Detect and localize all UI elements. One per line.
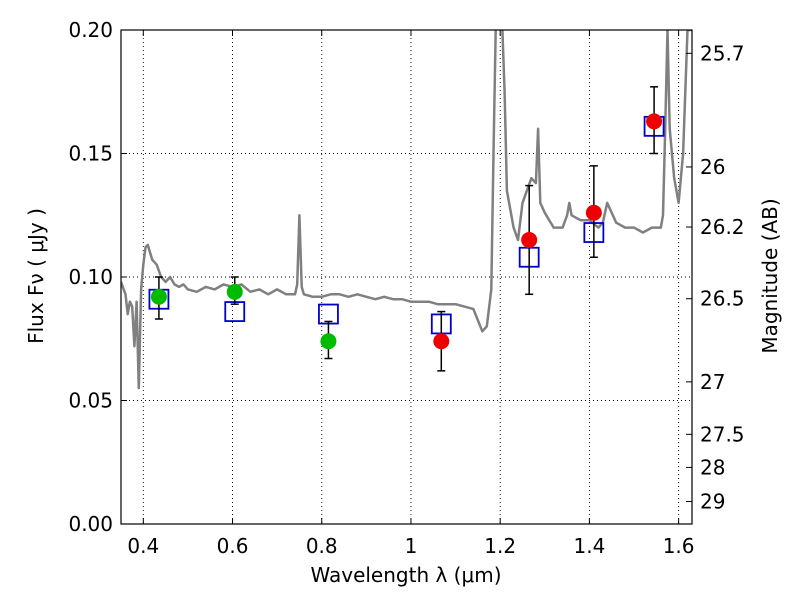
y-axis-label: Flux Fν ( μJy ) — [24, 208, 48, 344]
x-tick-label: 0.4 — [127, 534, 159, 558]
y-tick-label: 0.05 — [68, 389, 113, 413]
mag-tick-label: 26.5 — [700, 287, 745, 311]
mag-tick-label: 26 — [700, 155, 725, 179]
x-tick-label: 1.2 — [484, 534, 516, 558]
mag-tick-label: 27.5 — [700, 422, 745, 446]
observed-point-marker — [521, 231, 538, 248]
observed-point-marker — [226, 283, 243, 300]
x-tick-label: 1 — [405, 534, 418, 558]
mag-tick-label: 29 — [700, 489, 725, 513]
x-axis-label: Wavelength λ (μm) — [310, 563, 501, 587]
mag-tick-label: 27 — [700, 370, 725, 394]
plot-frame — [120, 29, 693, 525]
tick-layer: 0.4 0.6 0.8 1 1.2 1.4 1.6 0.00 0.05 0.10 0.15 0.20 2… — [68, 18, 744, 558]
y-tick-label: 0.20 — [68, 18, 113, 42]
mag-tick-label: 26.2 — [700, 215, 745, 239]
y-tick-label: 0.00 — [68, 512, 113, 536]
observed-point-marker — [585, 204, 602, 221]
observed-point-marker — [150, 288, 167, 305]
observed-point-marker — [646, 113, 663, 130]
y-tick-label: 0.15 — [68, 142, 113, 166]
y-tick-label: 0.10 — [68, 265, 113, 289]
sed-spectrum-line — [121, 30, 692, 390]
mag-tick-label: 25.7 — [700, 41, 745, 65]
grid-layer — [121, 30, 692, 524]
model-square-marker — [224, 301, 246, 322]
x-tick-label: 1.6 — [663, 534, 695, 558]
x-tick-label: 0.6 — [217, 534, 249, 558]
x-tick-label: 0.8 — [306, 534, 338, 558]
observed-point-marker — [433, 333, 450, 350]
mag-tick-label: 28 — [700, 455, 725, 479]
y2-axis-label: Magnitude (AB) — [758, 198, 782, 353]
observed-point-marker — [320, 333, 337, 350]
x-tick-label: 1.4 — [573, 534, 605, 558]
plot-layer — [121, 30, 692, 390]
